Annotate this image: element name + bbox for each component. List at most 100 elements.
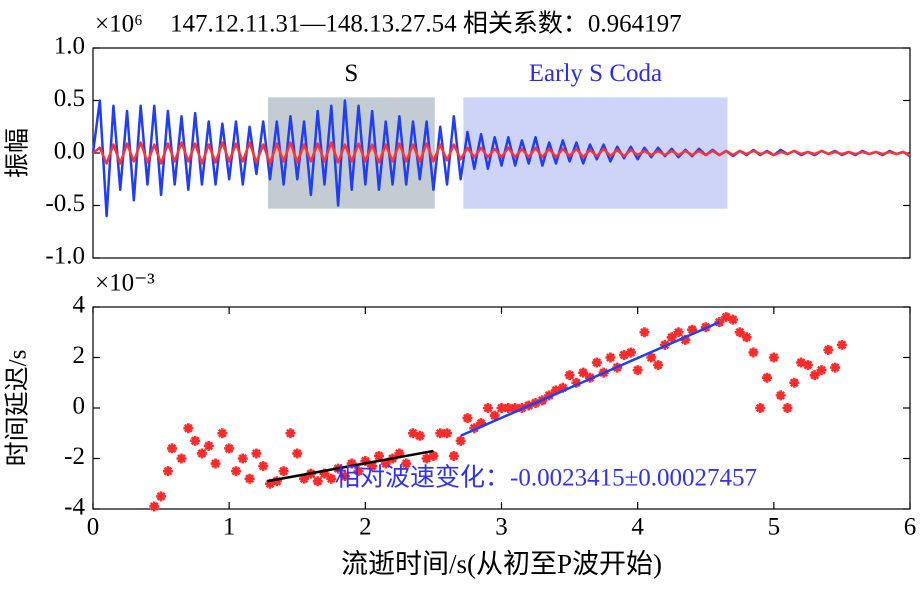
scatter-point	[156, 491, 167, 502]
scatter-point	[312, 476, 323, 487]
scatter-point	[448, 450, 459, 461]
scatter-point	[625, 347, 636, 358]
scatter-point	[237, 453, 248, 464]
scatter-point	[258, 461, 269, 472]
series-line	[460, 321, 720, 437]
y-tick-label: 0.5	[54, 85, 85, 112]
scatter-point	[353, 466, 364, 477]
scatter-point	[564, 370, 575, 381]
scatter-point	[360, 456, 371, 467]
y-axis-label: 时间延迟/s	[4, 350, 32, 467]
scatter-point	[278, 466, 289, 477]
scatter-point	[796, 357, 807, 368]
y-tick-label: 4	[73, 292, 86, 319]
scatter-point	[830, 362, 841, 373]
scatter-point	[203, 440, 214, 451]
scatter-point	[727, 314, 738, 325]
scatter-point	[183, 423, 194, 434]
scatter-point	[734, 327, 745, 338]
scatter-point	[346, 458, 357, 469]
scatter-point	[326, 473, 337, 484]
scatter-point	[605, 352, 616, 363]
scatter-point	[639, 327, 650, 338]
scatter-point	[789, 377, 800, 388]
scatter-point	[768, 352, 779, 363]
scatter-point	[251, 448, 262, 459]
scatter-point	[244, 473, 255, 484]
scatter-point	[816, 365, 827, 376]
x-tick-label: 5	[768, 514, 781, 541]
scatter-point	[503, 403, 514, 413]
scatter-point	[367, 461, 378, 472]
scatter-point	[680, 334, 691, 345]
x-tick-label: 0	[87, 514, 100, 541]
chart-title: 147.12.11.31—148.13.27.54 相关系数：0.964197	[170, 10, 682, 38]
y-tick-label: 0.0	[54, 138, 85, 165]
scatter-point	[176, 453, 187, 464]
x-tick-label: 4	[631, 514, 644, 541]
scatter-point	[292, 448, 303, 459]
scatter-point	[496, 403, 507, 413]
scatter-point	[299, 473, 310, 484]
scatter-point	[407, 428, 418, 439]
annotation: 相对波速变化：-0.0023415±0.00027457	[335, 464, 757, 492]
scatter-point	[762, 372, 773, 383]
scatter-point	[721, 312, 732, 323]
scatter-point	[210, 458, 221, 469]
scatter-point	[319, 468, 330, 479]
scatter-point	[823, 344, 834, 355]
scatter-point	[741, 332, 752, 343]
scatter-point	[428, 450, 439, 461]
scatter-point	[339, 471, 350, 482]
y-axis-label: 振幅	[4, 128, 32, 178]
scatter-point	[162, 466, 173, 477]
scatter-point	[149, 501, 160, 512]
scatter-point	[217, 428, 228, 439]
scatter-point	[271, 476, 282, 487]
scatter-point	[285, 428, 296, 439]
scatter-point	[401, 458, 412, 469]
scatter-point	[380, 458, 391, 469]
scatter-point	[469, 423, 480, 434]
y-tick-label: -1.0	[45, 243, 85, 270]
y-tick-label: -2	[64, 443, 85, 470]
scatter-point	[646, 352, 657, 363]
scatter-point	[489, 410, 500, 421]
y-multiplier: ×10⁻³	[95, 270, 155, 297]
scatter-point	[544, 390, 555, 401]
x-tick-label: 3	[495, 514, 508, 541]
scatter-point	[632, 365, 643, 376]
scatter-point	[591, 357, 602, 368]
scatter-point	[809, 370, 820, 381]
scatter-point	[571, 377, 582, 388]
scatter-point	[775, 390, 786, 401]
scatter-point	[373, 450, 384, 461]
scatter-point	[196, 448, 207, 459]
scatter-point	[578, 367, 589, 378]
y-multiplier: ×10⁶	[95, 11, 143, 38]
scatter-point	[442, 428, 453, 439]
scatter-point	[190, 435, 201, 446]
scatter-point	[166, 443, 177, 454]
scatter-point	[265, 478, 276, 489]
scatter-point	[455, 435, 466, 446]
y-tick-label: -4	[64, 494, 85, 521]
scatter-point	[230, 466, 241, 477]
scatter-point	[714, 317, 725, 328]
y-tick-label: -0.5	[45, 190, 85, 217]
scatter-point	[666, 332, 677, 343]
scatter-point	[550, 385, 561, 396]
scatter-point	[476, 418, 487, 429]
scatter-point	[782, 403, 793, 413]
scatter-point	[414, 430, 425, 441]
scatter-point	[557, 382, 568, 393]
scatter-point	[687, 324, 698, 335]
scatter-point	[802, 360, 813, 371]
y-tick-label: 0	[73, 393, 86, 420]
x-tick-label: 2	[359, 514, 372, 541]
x-tick-label: 1	[223, 514, 236, 541]
x-tick-label: 6	[904, 514, 917, 541]
scatter-point	[421, 453, 432, 464]
scatter-point	[510, 403, 521, 413]
